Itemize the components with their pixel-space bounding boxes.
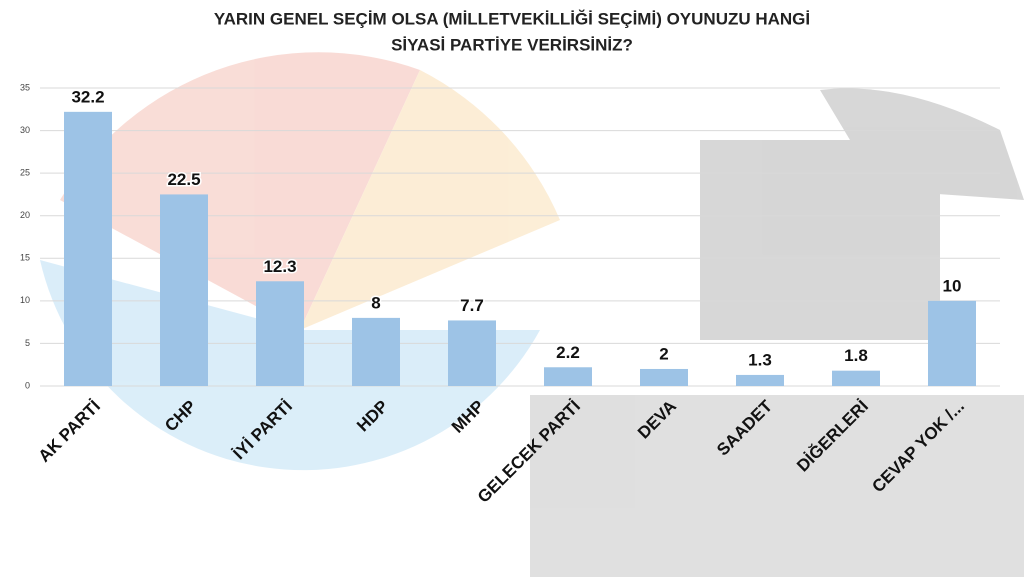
bar (736, 374, 784, 386)
y-tick-label: 30 (20, 125, 30, 135)
value-label: 12.3 (263, 257, 296, 276)
value-label: 22.5 (167, 170, 200, 189)
y-tick-label: 25 (20, 168, 30, 178)
y-tick-label: 5 (25, 338, 30, 348)
chart-title: YARIN GENEL SEÇİM OLSA (MİLLETVEKİLLİĞİ … (214, 9, 810, 28)
y-tick-label: 10 (20, 295, 30, 305)
bar (640, 368, 688, 386)
chart-title: SİYASİ PARTİYE VERİRSİNİZ? (391, 35, 633, 54)
y-tick-label: 15 (20, 253, 30, 263)
value-label: 1.8 (844, 346, 868, 365)
bar (160, 194, 208, 386)
bar (544, 367, 592, 386)
y-tick-label: 35 (20, 82, 30, 92)
bar (448, 320, 496, 386)
y-tick-label: 20 (20, 210, 30, 220)
x-tick-label: AK PARTİ (35, 397, 104, 466)
value-label: 32.2 (71, 87, 104, 106)
value-label: 10 (943, 276, 962, 295)
bar (64, 111, 112, 386)
value-label: 2.2 (556, 343, 580, 362)
bar (832, 370, 880, 386)
y-tick-label: 0 (25, 380, 30, 390)
bar (928, 300, 976, 386)
value-label: 1.3 (748, 350, 772, 369)
value-label: 7.7 (460, 296, 484, 315)
bar (256, 281, 304, 386)
value-label: 8 (371, 293, 380, 312)
value-label: 2 (659, 344, 668, 363)
bar (352, 317, 400, 386)
